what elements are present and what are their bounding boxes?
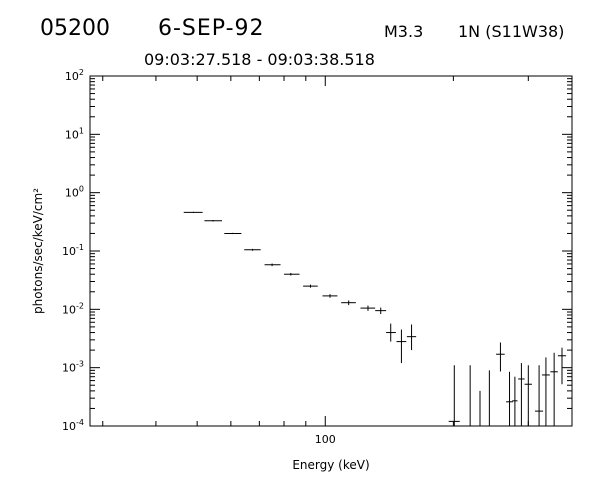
data-point — [224, 232, 242, 235]
y-tick-label: 100 — [65, 185, 84, 200]
y-axis-label: photons/sec/keV/cm² — [31, 188, 45, 314]
y-tick-label: 102 — [65, 68, 84, 83]
y-tick-label: 10-3 — [62, 360, 84, 375]
data-point — [183, 211, 203, 213]
y-tick-label: 10-4 — [62, 418, 84, 433]
y-tick-label: 101 — [65, 126, 84, 141]
data-point — [496, 342, 505, 372]
data-point — [406, 324, 417, 351]
axis-ticks — [90, 75, 572, 427]
data-point — [396, 329, 407, 364]
data-point — [477, 390, 483, 427]
data-point — [386, 323, 396, 342]
data-point — [244, 248, 261, 251]
data-point — [322, 294, 338, 298]
data-point — [524, 365, 532, 426]
data-point — [204, 219, 223, 222]
data-point — [487, 370, 492, 427]
flare-location: 1N (S11W38) — [458, 22, 565, 41]
data-point — [541, 357, 550, 426]
time-range: 09:03:27.518 - 09:03:38.518 — [144, 50, 375, 69]
data-point — [467, 365, 473, 427]
flare-date: 6-SEP-92 — [158, 16, 265, 41]
y-tick-labels: 10-4 10-3 10-2 10-1 100 101 102 — [62, 68, 84, 433]
data-point — [341, 300, 356, 306]
data-point — [264, 263, 281, 267]
data-point — [512, 376, 518, 426]
data-point — [375, 307, 387, 315]
data-point — [448, 365, 460, 426]
y-tick-label: 10-1 — [62, 243, 84, 258]
y-tick-label: 10-2 — [62, 301, 84, 316]
data-point — [284, 272, 300, 276]
flare-class: M3.3 — [384, 22, 424, 41]
data-points — [183, 211, 567, 427]
data-point — [557, 347, 567, 385]
x-tick-label: 100 — [315, 433, 336, 446]
data-point — [550, 352, 558, 426]
x-axis-label: Energy (keV) — [292, 458, 369, 472]
data-point — [360, 305, 376, 311]
flare-id: 05200 — [40, 16, 110, 41]
data-point — [518, 363, 525, 426]
data-point — [534, 365, 544, 426]
data-point — [303, 284, 318, 288]
data-point — [506, 371, 513, 426]
plot-frame — [89, 75, 573, 427]
